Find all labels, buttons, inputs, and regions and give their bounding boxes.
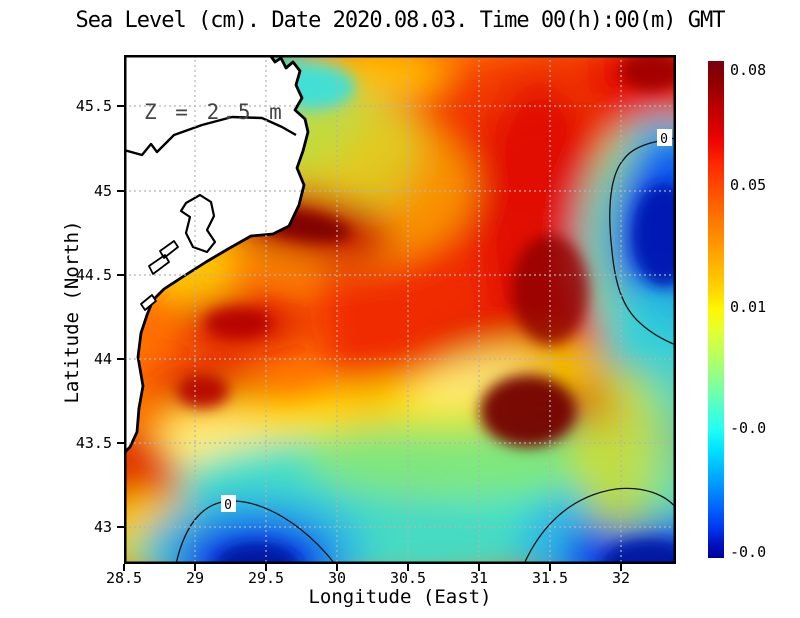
y-tick-label: 44.5 [75,266,112,284]
zero-contour-label-right: 0 [660,132,668,147]
x-tick-mark [336,564,338,571]
y-tick-label: 45 [93,182,112,200]
coastline [124,55,310,455]
x-tick-label: 31.5 [531,569,569,587]
sea-level-contour-map: 0 0 Z = 2.5 m [124,55,676,564]
y-tick-label: 45.5 [75,97,112,115]
colorbar-tick-label: -0.0 [730,543,767,561]
colorbar [708,61,724,558]
danube-river-line [124,115,297,157]
y-tick-mark [117,358,124,360]
x-tick-label: 29 [185,569,205,587]
x-tick-mark [123,564,125,571]
colorbar-tick-label: -0.0 [730,419,767,437]
graticule [124,55,676,564]
y-tick-mark [117,526,124,528]
colorbar-tick-label: 0.08 [730,61,767,79]
x-tick-label: 32 [611,569,631,587]
colorbar-tick-label: 0.01 [730,298,767,316]
zero-label-halo [657,129,672,146]
y-tick-mark [117,274,124,276]
zero-contour-labels: 0 0 [221,129,672,513]
y-tick-mark [117,190,124,192]
zero-contour-right [609,137,676,346]
y-tick-label: 43 [93,518,112,536]
zero-label-halo [221,495,236,512]
plot-title: Sea Level (cm). Date 2020.08.03. Time 00… [75,8,726,33]
x-tick-mark [265,564,267,571]
lagoon-outline [179,193,217,254]
land-mass [124,55,310,455]
y-axis-title: Latitude (North) [61,220,83,404]
x-tick-mark [549,564,551,571]
x-tick-mark [407,564,409,571]
y-tick-mark [117,442,124,444]
x-tick-label: 28.5 [105,569,143,587]
x-tick-label: 30.5 [389,569,427,587]
x-tick-mark [620,564,622,571]
x-tick-label: 30 [327,569,347,587]
x-tick-mark [194,564,196,571]
colorbar-tick-label: 0.05 [730,176,767,194]
plot-frame [124,55,676,564]
x-tick-label: 31 [469,569,489,587]
zero-contour-label-bottom-left: 0 [224,498,232,513]
x-tick-mark [478,564,480,571]
x-axis-title: Longitude (East) [308,586,492,608]
depth-annotation: Z = 2.5 m [144,100,285,124]
y-tick-label: 44 [93,350,112,368]
x-tick-label: 29.5 [247,569,285,587]
y-tick-label: 43.5 [75,434,112,452]
zero-contour-bottom-right [523,487,676,564]
y-tick-mark [117,105,124,107]
coastal-lakes-outline [140,240,179,311]
